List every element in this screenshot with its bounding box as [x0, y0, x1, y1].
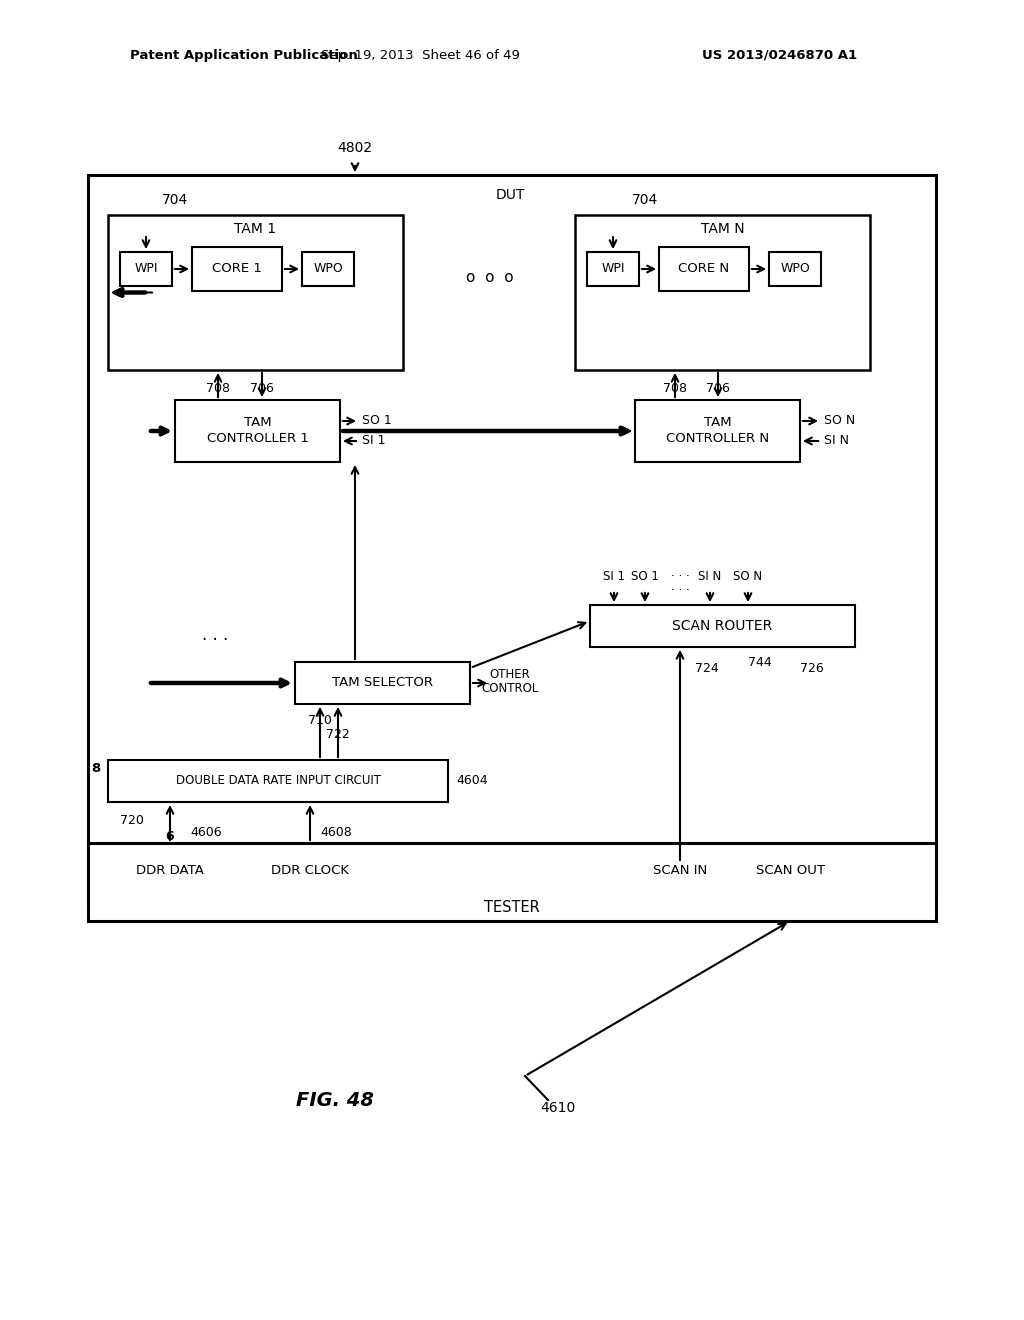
Text: SO 1: SO 1 — [631, 570, 658, 583]
Text: SO 1: SO 1 — [362, 414, 392, 428]
Text: 708: 708 — [206, 381, 230, 395]
Text: 706: 706 — [250, 381, 274, 395]
Text: 8: 8 — [91, 762, 100, 775]
Bar — [635, 400, 800, 462]
Text: TAM: TAM — [703, 417, 731, 429]
Text: DOUBLE DATA RATE INPUT CIRCUIT: DOUBLE DATA RATE INPUT CIRCUIT — [175, 775, 381, 788]
Text: 704: 704 — [632, 193, 658, 207]
Bar — [193, 247, 282, 290]
Bar — [575, 215, 870, 370]
Text: 706: 706 — [707, 381, 730, 395]
Text: 724: 724 — [695, 663, 719, 676]
Text: SI N: SI N — [824, 434, 849, 447]
Bar — [108, 760, 449, 803]
Text: 720: 720 — [120, 813, 144, 826]
Text: CORE N: CORE N — [679, 263, 729, 276]
Text: SI 1: SI 1 — [362, 434, 385, 447]
Text: 4610: 4610 — [541, 1101, 575, 1115]
Bar — [295, 663, 470, 704]
Text: OTHER: OTHER — [489, 668, 530, 681]
Text: o  o  o: o o o — [466, 271, 514, 285]
Text: SI 1: SI 1 — [603, 570, 625, 583]
Bar — [590, 605, 855, 647]
Text: Sep. 19, 2013  Sheet 46 of 49: Sep. 19, 2013 Sheet 46 of 49 — [321, 49, 519, 62]
Text: TAM N: TAM N — [700, 222, 744, 236]
Text: FIG. 48: FIG. 48 — [296, 1090, 374, 1110]
Text: CORE 1: CORE 1 — [212, 263, 262, 276]
Text: 4604: 4604 — [456, 775, 487, 788]
Text: WPO: WPO — [780, 263, 810, 276]
Text: Patent Application Publication: Patent Application Publication — [130, 49, 357, 62]
Text: · · ·: · · · — [671, 570, 689, 583]
Bar — [659, 247, 749, 290]
Text: US 2013/0246870 A1: US 2013/0246870 A1 — [702, 49, 857, 62]
Text: SI N: SI N — [698, 570, 722, 583]
Bar — [88, 176, 936, 895]
Text: CONTROL: CONTROL — [481, 681, 539, 694]
Bar — [108, 215, 403, 370]
Bar — [302, 252, 354, 286]
Text: SCAN IN: SCAN IN — [653, 865, 708, 878]
Text: 708: 708 — [663, 381, 687, 395]
Bar — [175, 400, 340, 462]
Text: 710: 710 — [308, 714, 332, 726]
Bar — [587, 252, 639, 286]
Bar — [769, 252, 821, 286]
Text: · · ·: · · · — [671, 583, 689, 597]
Text: CONTROLLER 1: CONTROLLER 1 — [207, 433, 308, 446]
Text: 722: 722 — [326, 727, 350, 741]
Text: CONTROLLER N: CONTROLLER N — [666, 433, 769, 446]
Text: DDR DATA: DDR DATA — [136, 865, 204, 878]
Text: SO N: SO N — [824, 414, 855, 428]
Text: 704: 704 — [162, 193, 188, 207]
Text: 744: 744 — [749, 656, 772, 669]
Text: TAM: TAM — [244, 417, 271, 429]
Text: · · ·: · · · — [202, 631, 228, 649]
Text: TAM 1: TAM 1 — [234, 222, 276, 236]
Text: TESTER: TESTER — [484, 899, 540, 915]
Text: 726: 726 — [800, 663, 823, 676]
Text: SCAN ROUTER: SCAN ROUTER — [673, 619, 773, 634]
Text: SCAN OUT: SCAN OUT — [756, 865, 824, 878]
Text: DUT: DUT — [496, 187, 524, 202]
Text: SO N: SO N — [733, 570, 763, 583]
Text: WPO: WPO — [313, 263, 343, 276]
Text: 4606: 4606 — [190, 826, 221, 840]
Text: WPI: WPI — [134, 263, 158, 276]
Text: 6: 6 — [166, 829, 174, 842]
Text: 4802: 4802 — [338, 141, 373, 154]
Text: WPI: WPI — [601, 263, 625, 276]
Text: TAM SELECTOR: TAM SELECTOR — [332, 676, 433, 689]
Text: 4608: 4608 — [319, 826, 352, 840]
Bar — [120, 252, 172, 286]
Bar — [88, 843, 936, 921]
Text: DDR CLOCK: DDR CLOCK — [271, 865, 349, 878]
